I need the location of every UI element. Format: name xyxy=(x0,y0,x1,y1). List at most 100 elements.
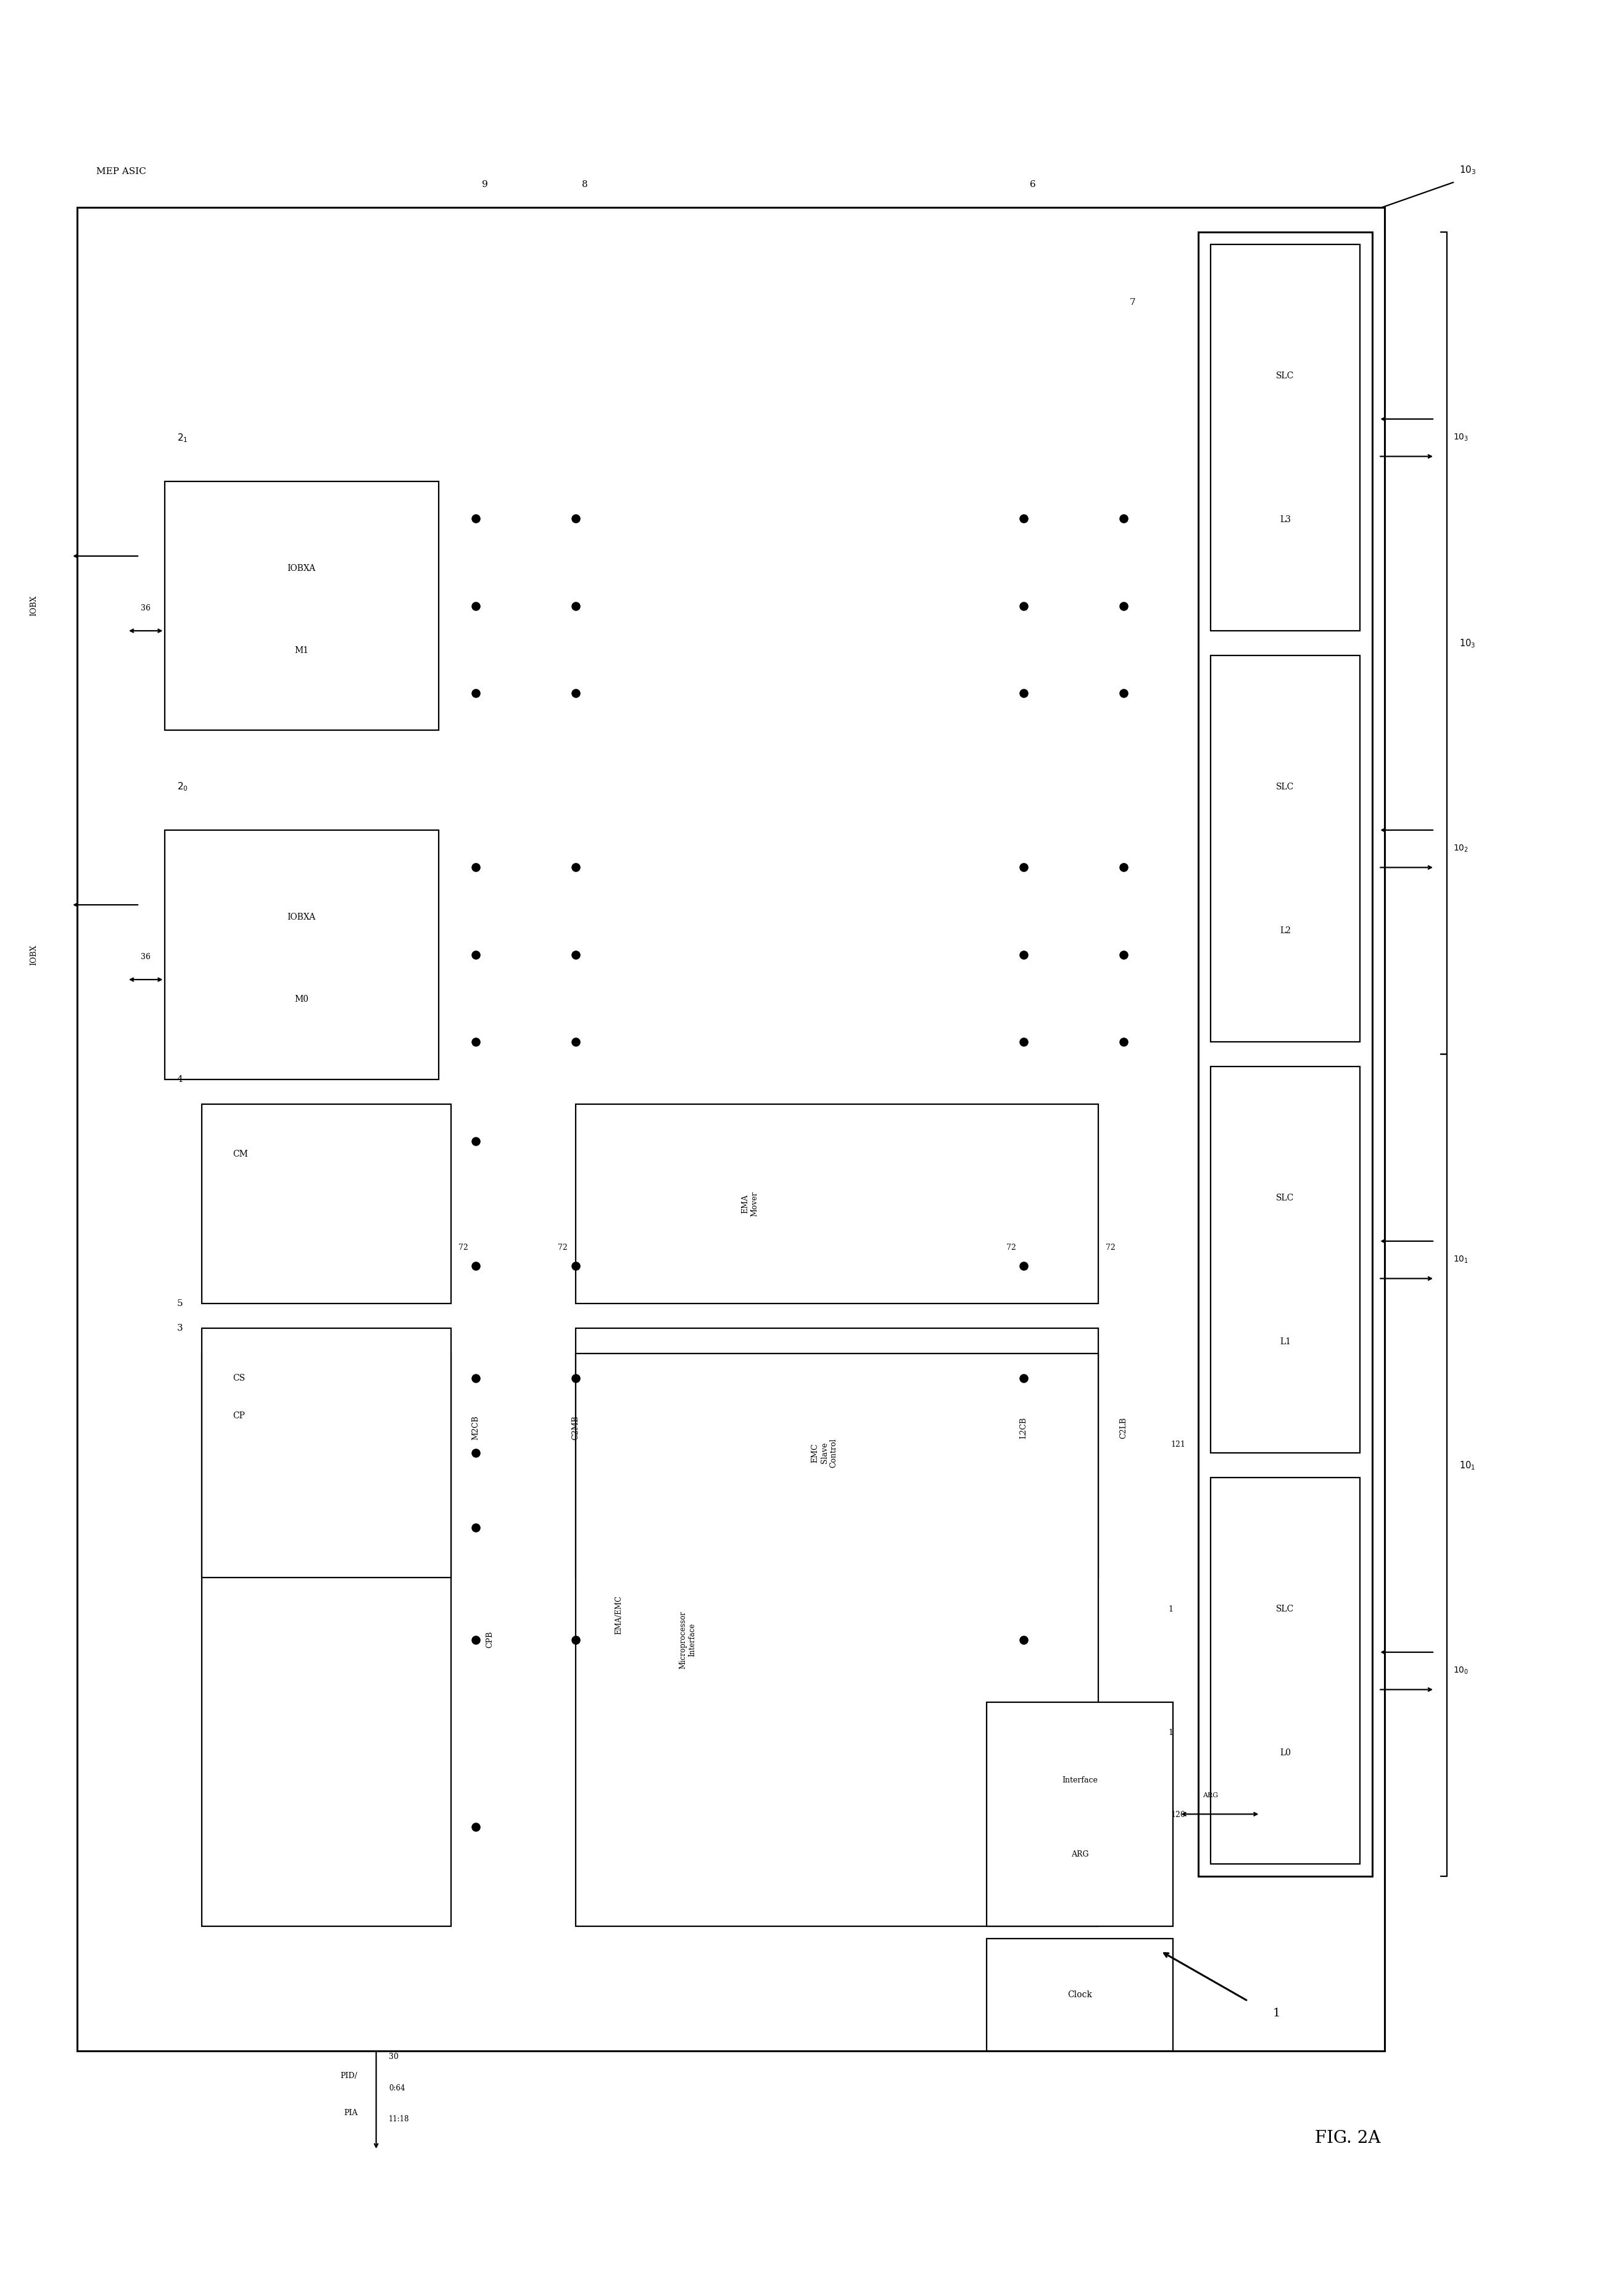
Point xyxy=(1111,500,1137,537)
Text: $10_0$: $10_0$ xyxy=(1453,1667,1470,1676)
Text: 11:18: 11:18 xyxy=(388,2116,409,2123)
Text: Clock: Clock xyxy=(1067,1991,1091,2000)
Point xyxy=(1111,849,1137,886)
Text: Microprocessor
Interface: Microprocessor Interface xyxy=(679,1612,697,1669)
Text: 4: 4 xyxy=(177,1075,184,1084)
Text: 72: 72 xyxy=(458,1244,468,1251)
Text: 3: 3 xyxy=(177,1324,184,1333)
Text: $10_3$: $10_3$ xyxy=(1460,637,1476,648)
Point xyxy=(463,1361,489,1397)
Point xyxy=(562,587,588,623)
Text: IOBX: IOBX xyxy=(29,596,37,616)
Point xyxy=(1111,587,1137,623)
Text: $10_1$: $10_1$ xyxy=(1460,1459,1476,1470)
Bar xyxy=(986,1703,1173,1927)
Text: MEP ASIC: MEP ASIC xyxy=(96,167,146,176)
Text: 1: 1 xyxy=(1168,1728,1173,1737)
Bar xyxy=(1210,1066,1359,1452)
Bar xyxy=(1210,655,1359,1041)
Text: $10_1$: $10_1$ xyxy=(1453,1256,1468,1265)
Text: 72: 72 xyxy=(1106,1244,1116,1251)
Text: 6: 6 xyxy=(1030,180,1036,189)
Text: Interface: Interface xyxy=(1062,1776,1098,1785)
Text: M0: M0 xyxy=(294,995,309,1005)
Text: ARG: ARG xyxy=(1070,1852,1088,1858)
Point xyxy=(562,936,588,973)
Point xyxy=(1010,1361,1036,1397)
Point xyxy=(1010,936,1036,973)
Text: $10_3$: $10_3$ xyxy=(1453,434,1468,443)
Text: 30: 30 xyxy=(388,2052,398,2062)
Bar xyxy=(986,1938,1173,2050)
Text: 5: 5 xyxy=(177,1299,184,1308)
Point xyxy=(463,1123,489,1160)
Bar xyxy=(1199,233,1372,1877)
Text: L3: L3 xyxy=(1280,516,1291,525)
Point xyxy=(463,676,489,712)
Text: L2CB: L2CB xyxy=(1020,1418,1028,1438)
Point xyxy=(463,1509,489,1546)
Text: IOBX: IOBX xyxy=(29,945,37,966)
Bar xyxy=(1210,1477,1359,1863)
Text: C2LB: C2LB xyxy=(1119,1418,1127,1438)
Text: FIG. 2A: FIG. 2A xyxy=(1314,2130,1380,2146)
Text: 1: 1 xyxy=(1168,1605,1173,1614)
Point xyxy=(463,936,489,973)
Text: CM: CM xyxy=(232,1151,248,1157)
Point xyxy=(1111,936,1137,973)
Text: 121: 121 xyxy=(1171,1441,1186,1450)
Text: M2CB: M2CB xyxy=(471,1415,479,1441)
Point xyxy=(1111,1023,1137,1059)
Point xyxy=(1010,1023,1036,1059)
Point xyxy=(1010,676,1036,712)
Point xyxy=(463,500,489,537)
Bar xyxy=(164,831,438,1080)
Point xyxy=(463,1434,489,1470)
Text: ARG: ARG xyxy=(1203,1792,1218,1799)
Text: L1: L1 xyxy=(1280,1338,1291,1347)
Point xyxy=(562,1249,588,1285)
Point xyxy=(562,1621,588,1657)
Text: M1: M1 xyxy=(294,646,309,655)
Bar xyxy=(575,1329,1098,1578)
Text: PID/: PID/ xyxy=(341,2071,357,2080)
Text: SLC: SLC xyxy=(1276,1605,1294,1614)
Point xyxy=(562,1023,588,1059)
Text: 120: 120 xyxy=(1171,1810,1186,1820)
Text: 9: 9 xyxy=(482,180,489,189)
Text: IOBXA: IOBXA xyxy=(287,564,315,573)
Text: SLC: SLC xyxy=(1276,372,1294,381)
Bar xyxy=(201,1105,451,1304)
Bar xyxy=(575,1105,1098,1304)
Text: IOBXA: IOBXA xyxy=(287,913,315,922)
Point xyxy=(463,1023,489,1059)
Text: $10_3$: $10_3$ xyxy=(1460,164,1476,176)
Bar xyxy=(201,1329,451,1578)
Point xyxy=(1111,676,1137,712)
Text: 0:64: 0:64 xyxy=(388,2084,404,2091)
Text: SLC: SLC xyxy=(1276,783,1294,792)
Bar xyxy=(201,1354,451,1927)
Text: 36: 36 xyxy=(141,952,151,961)
Bar xyxy=(78,208,1385,2050)
Text: PIA: PIA xyxy=(344,2109,357,2116)
Text: SLC: SLC xyxy=(1276,1194,1294,1203)
Text: EMA
Mover: EMA Mover xyxy=(741,1192,758,1217)
Text: $2_1$: $2_1$ xyxy=(177,431,188,443)
Point xyxy=(562,676,588,712)
Text: CS: CS xyxy=(232,1374,245,1383)
Text: $2_0$: $2_0$ xyxy=(177,781,188,792)
Text: L0: L0 xyxy=(1280,1749,1291,1758)
Text: 1: 1 xyxy=(1273,2007,1280,2018)
Point xyxy=(562,849,588,886)
Point xyxy=(463,1621,489,1657)
Point xyxy=(562,1361,588,1397)
Bar xyxy=(575,1354,1098,1927)
Text: CP: CP xyxy=(232,1411,245,1420)
Text: C2MB: C2MB xyxy=(572,1415,580,1441)
Text: 72: 72 xyxy=(559,1244,568,1251)
Point xyxy=(1010,587,1036,623)
Point xyxy=(1010,1249,1036,1285)
Text: CPB: CPB xyxy=(486,1632,494,1648)
Text: EMA/EMC: EMA/EMC xyxy=(615,1596,624,1635)
